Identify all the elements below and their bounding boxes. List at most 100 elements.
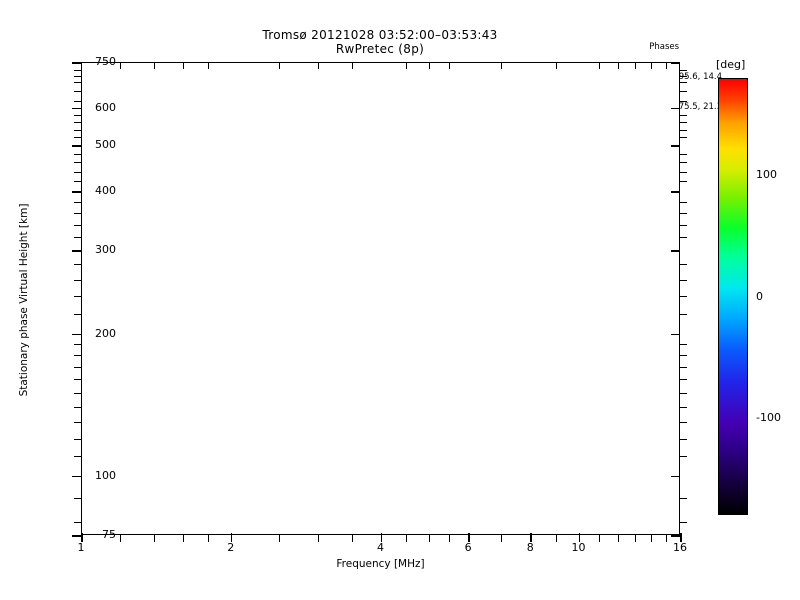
x-axis-tick-minor-top [120, 62, 122, 69]
colorbar-tick-label: 0 [756, 289, 763, 303]
x-axis-tick-minor [501, 535, 503, 542]
x-axis-tick-label: 1 [77, 541, 85, 554]
y-axis-tick-minor [74, 344, 81, 346]
y-axis-tick-label: 100 [95, 468, 116, 482]
x-axis-tick-minor-top [351, 62, 353, 69]
y-axis-tick-minor [74, 422, 81, 423]
y-axis-tick-minor [74, 181, 81, 183]
y-axis-tick-minor [74, 82, 81, 84]
y-axis-tick-minor-right [680, 344, 687, 346]
x-axis-tick-minor-top [501, 62, 503, 69]
y-axis-tick-minor [74, 153, 81, 155]
x-axis-tick-minor-top [599, 62, 600, 69]
y-axis-tick-major-right [671, 107, 680, 110]
y-axis-tick-label: 200 [95, 326, 116, 340]
y-axis-tick-minor [74, 296, 81, 298]
y-axis-tick-minor-right [680, 70, 687, 72]
y-axis-tick-minor [74, 114, 81, 116]
y-axis-tick-label: 600 [95, 100, 116, 114]
y-axis-tick-minor-right [680, 122, 687, 123]
x-axis-tick-minor [405, 535, 407, 542]
y-axis-tick-minor-right [680, 264, 687, 266]
y-axis-tick-minor-right [680, 201, 687, 203]
y-axis-tick-label: 500 [95, 138, 116, 152]
x-axis-tick-minor-top [635, 62, 637, 69]
y-axis-tick-minor-right [680, 91, 687, 93]
y-axis-tick-minor-right [680, 313, 687, 315]
y-axis-tick-minor [74, 379, 81, 381]
y-axis-tick-minor-right [680, 379, 687, 381]
y-axis-tick-minor-right [680, 162, 687, 164]
y-axis-tick-minor-right [680, 392, 687, 394]
y-axis-tick-minor-right [680, 114, 687, 116]
y-axis-tick-minor-right [680, 76, 687, 78]
y-axis-tick-minor [74, 264, 81, 266]
colorbar-gradient [718, 78, 748, 515]
x-axis-tick-minor [351, 535, 353, 542]
x-axis-tick-minor-top [279, 62, 280, 69]
x-axis-tick-minor [153, 535, 155, 542]
y-axis-tick-label: 750 [95, 55, 116, 68]
y-axis-tick-minor-right [680, 406, 687, 408]
x-axis-tick-minor [617, 535, 619, 542]
y-axis-tick-minor [74, 497, 81, 499]
x-axis-tick-label: 6 [464, 541, 472, 554]
x-axis-tick-minor-top [318, 62, 320, 69]
y-axis-tick-minor [74, 122, 81, 123]
x-axis-tick-minor [182, 535, 184, 542]
y-axis-tick-minor-right [680, 181, 687, 183]
x-axis-tick-minor-top [208, 62, 209, 69]
y-axis-tick-minor-right [680, 129, 687, 131]
y-axis-tick-minor [74, 313, 81, 315]
x-axis-tick-minor [651, 535, 653, 542]
y-axis-tick-minor-right [680, 224, 687, 226]
y-axis-tick-minor-right [680, 171, 687, 173]
phase-stats-header: Phases [649, 42, 680, 52]
y-axis-tick-minor-right [680, 422, 687, 423]
x-axis-tick-minor [120, 535, 122, 542]
y-axis-tick-minor-right [680, 366, 687, 368]
y-axis-tick-minor [74, 201, 81, 203]
y-axis-tick-minor-right [680, 212, 687, 214]
y-axis-tick-minor [74, 171, 81, 173]
y-axis-tick-label: 400 [95, 184, 116, 198]
y-axis-label: Stationary phase Virtual Height [km] [18, 203, 30, 397]
y-axis-tick-major-right [671, 535, 680, 537]
x-axis-tick-minor [635, 535, 637, 542]
y-axis-tick-minor [74, 521, 81, 523]
x-axis-tick-minor-top [153, 62, 155, 69]
y-axis-tick-minor-right [680, 497, 687, 499]
x-axis-tick-label: 16 [673, 541, 687, 554]
y-axis-tick-minor-right [680, 438, 687, 440]
y-axis-tick-minor [74, 392, 81, 394]
y-axis-tick-minor [74, 212, 81, 214]
x-axis-tick-minor-top [617, 62, 619, 69]
x-axis-tick-label: 2 [227, 541, 235, 554]
x-axis-tick-minor [555, 535, 557, 542]
x-axis-tick-minor-top [651, 62, 653, 69]
x-axis-tick-minor [428, 535, 430, 542]
x-axis-tick-minor-top [182, 62, 184, 69]
y-axis-tick-minor-right [680, 521, 687, 523]
y-axis-tick-minor-right [680, 456, 687, 458]
y-axis-tick-minor [74, 70, 81, 72]
colorbar-title: [deg] [716, 58, 746, 71]
x-axis-tick-minor-top [555, 62, 557, 69]
y-axis-tick-minor [74, 438, 81, 440]
y-axis-tick-minor [74, 76, 81, 78]
colorbar-tick-label: -100 [756, 410, 781, 424]
x-axis-tick-minor [318, 535, 320, 542]
y-axis-tick-minor [74, 129, 81, 131]
y-axis-tick-minor-right [680, 82, 687, 84]
x-axis-tick-label: 10 [571, 541, 586, 554]
y-axis-tick-minor-right [680, 153, 687, 155]
x-axis-tick-minor [279, 535, 280, 542]
y-axis-tick-minor [74, 279, 81, 281]
y-axis-tick-minor [74, 366, 81, 368]
y-axis-tick-minor [74, 406, 81, 408]
colorbar-tick-label: 100 [756, 168, 777, 182]
y-axis-tick-major-right [671, 475, 680, 478]
y-axis-tick-major-right [671, 62, 680, 64]
y-axis-tick-minor-right [680, 355, 687, 357]
y-axis-tick-minor-right [680, 101, 687, 103]
